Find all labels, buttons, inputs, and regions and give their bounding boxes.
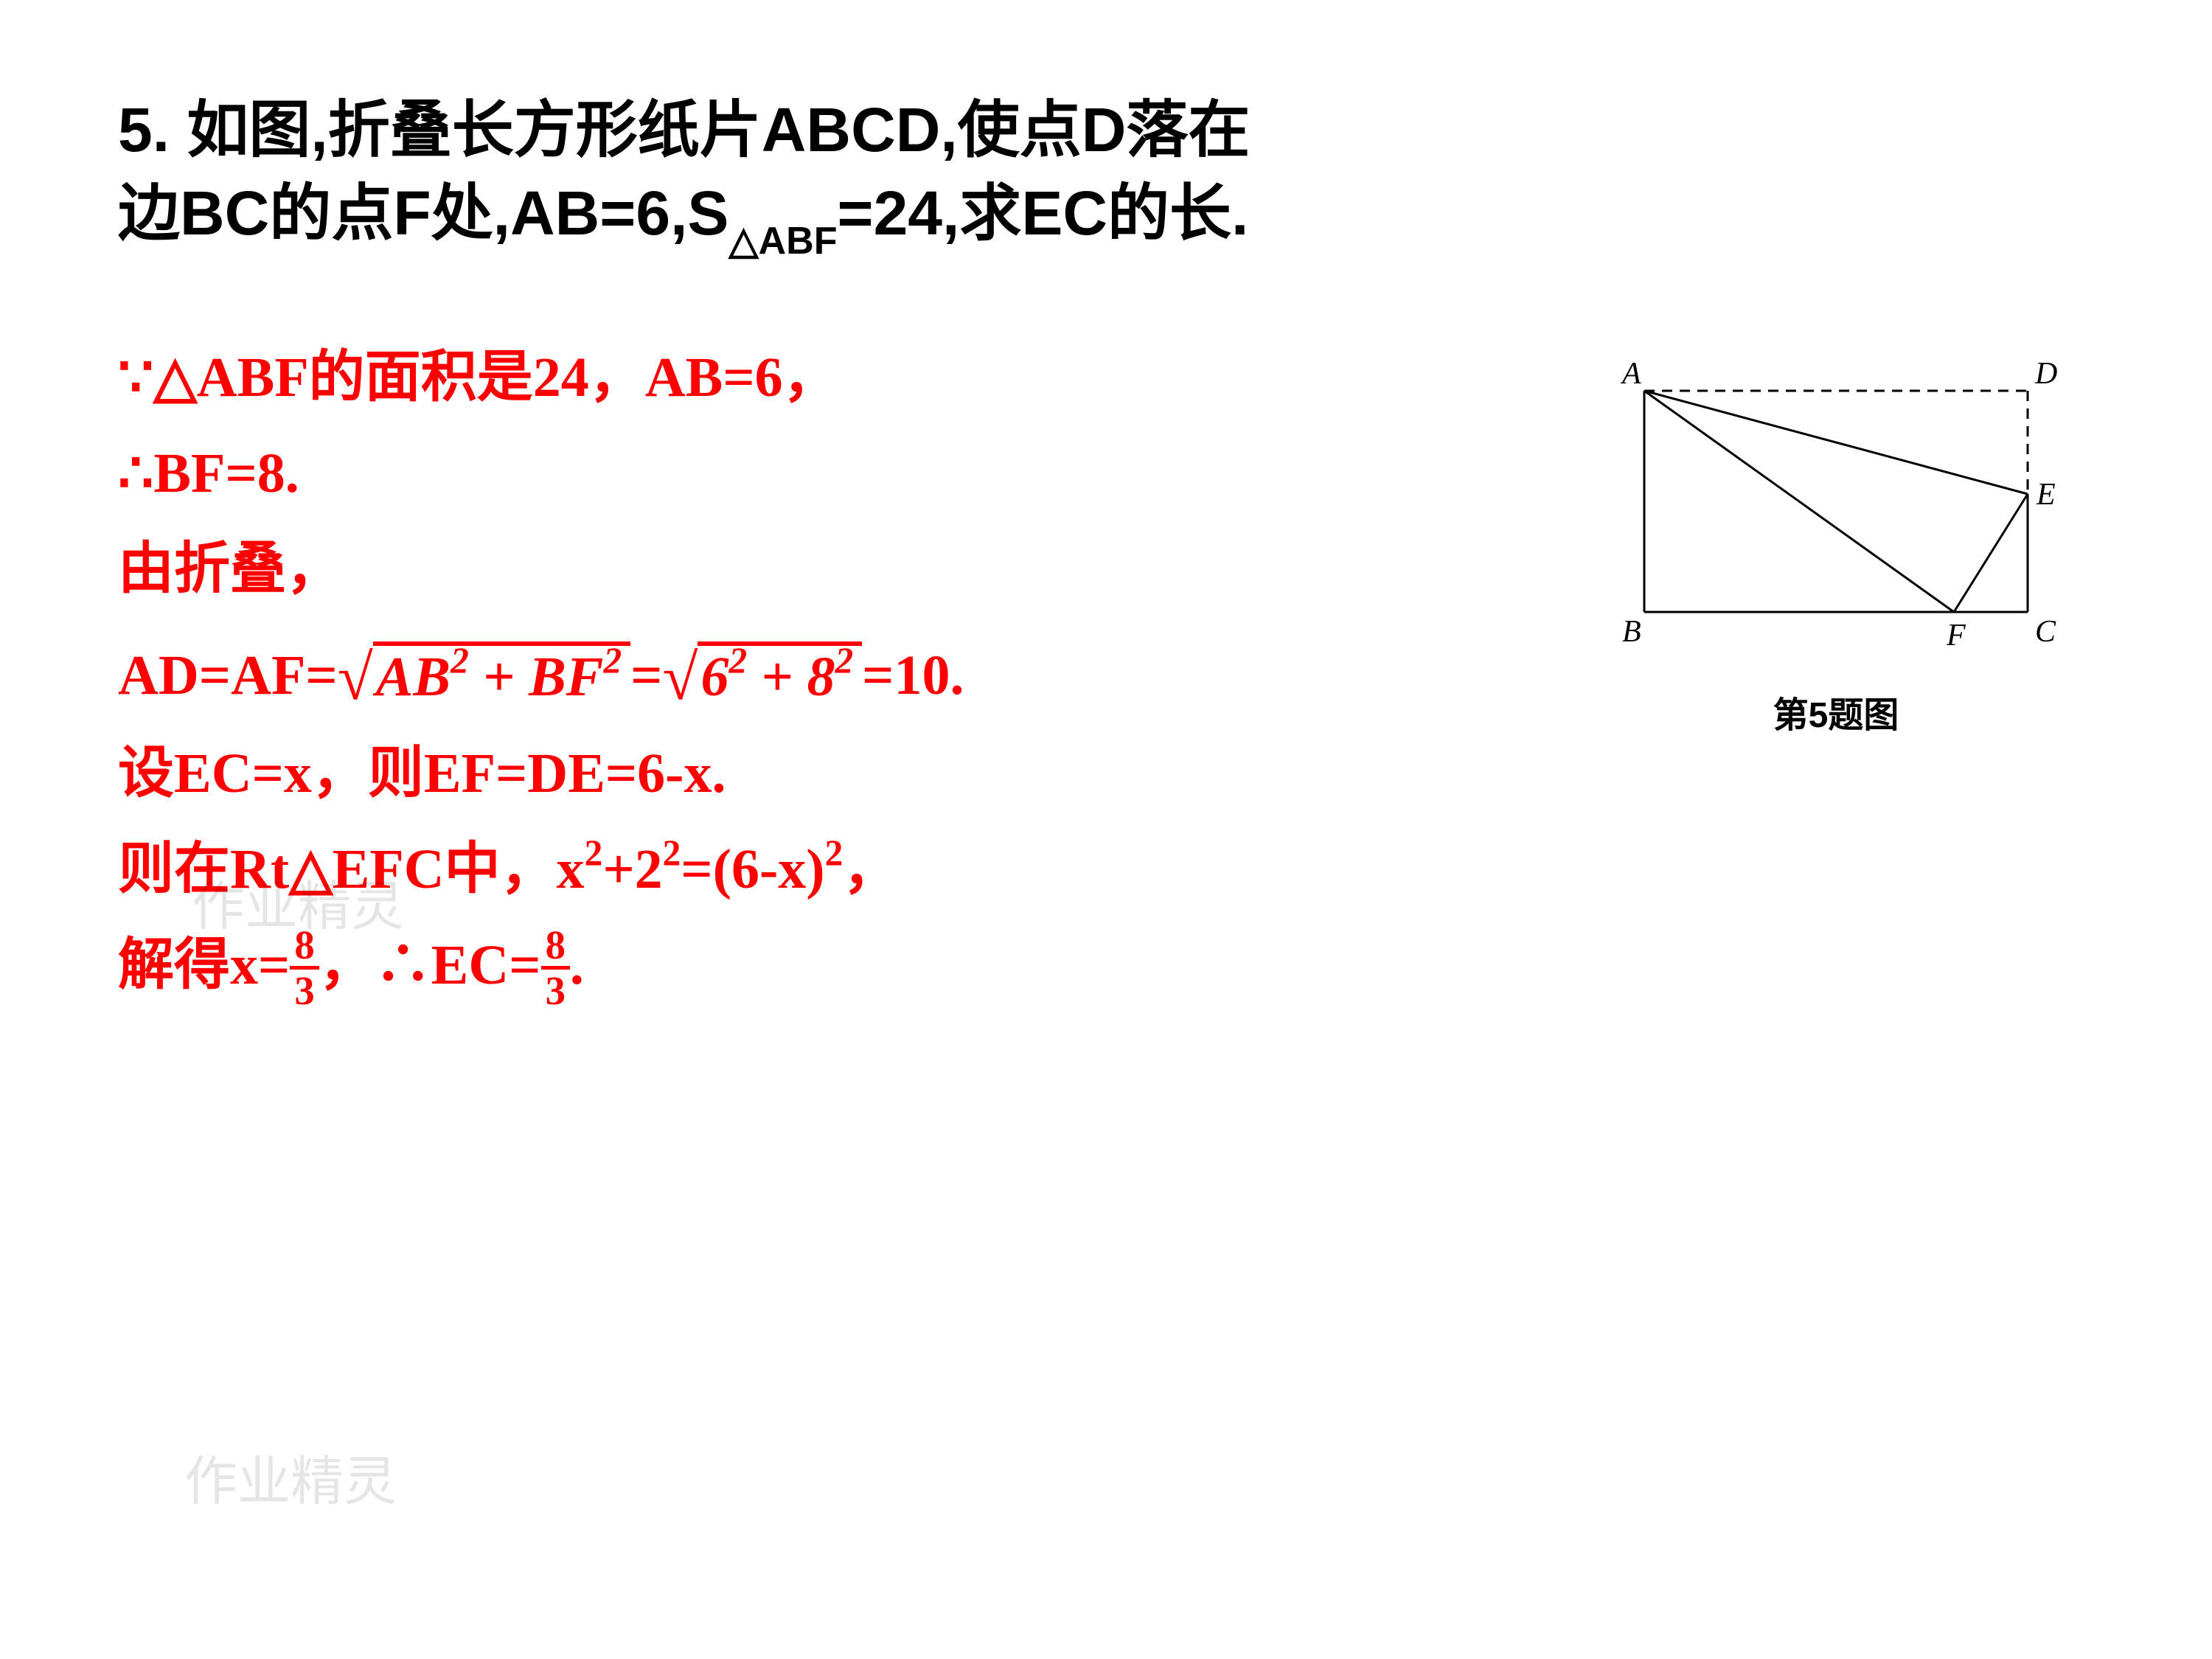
svg-text:F: F [1946, 619, 1966, 653]
sol-l6: 则在Rt△EFC中，x2+22=(6-x)2， [118, 827, 2094, 914]
geometry-diagram: A D B C E F [1615, 361, 2057, 671]
frac2: 83 [541, 924, 570, 1012]
watermark-2: 作业精灵 [184, 1438, 397, 1515]
sqrt1: √AB2 + BF2 [338, 622, 630, 722]
sol-l7: 解得x=83，∴EC=83. [118, 922, 2094, 1015]
l4eq: = [630, 644, 662, 706]
slide: 5. 如图,折叠长方形纸片ABCD,使点D落在 边BC的点F处,AB=6,S△A… [0, 0, 2212, 1659]
svg-text:C: C [2035, 615, 2056, 649]
frac1: 83 [290, 924, 319, 1012]
svg-text:A: A [1620, 361, 1641, 391]
svg-text:D: D [2034, 361, 2057, 391]
svg-text:E: E [2036, 478, 2056, 512]
q-line2a: 边BC的点F处,AB=6,S [118, 178, 728, 248]
q-line1: 如图,折叠长方形纸片ABCD,使点D落在 [187, 95, 1250, 164]
question-text: 5. 如图,折叠长方形纸片ABCD,使点D落在 边BC的点F处,AB=6,S△A… [118, 88, 2094, 261]
sol-l5: 设EC=x，则EF=DE=6-x. [118, 731, 2094, 818]
q-sub: △ABF [728, 220, 837, 262]
q-line2b: =24,求EC的长. [838, 178, 1249, 248]
l4end: =10. [862, 644, 964, 706]
l4a: AD=AF= [118, 644, 338, 706]
svg-text:B: B [1622, 615, 1641, 649]
q-num: 5. [118, 95, 170, 164]
figure: A D B C E F 第5题图 [1593, 361, 2079, 737]
figure-caption: 第5题图 [1593, 686, 2079, 737]
sqrt2: √62 + 82 [662, 622, 862, 722]
